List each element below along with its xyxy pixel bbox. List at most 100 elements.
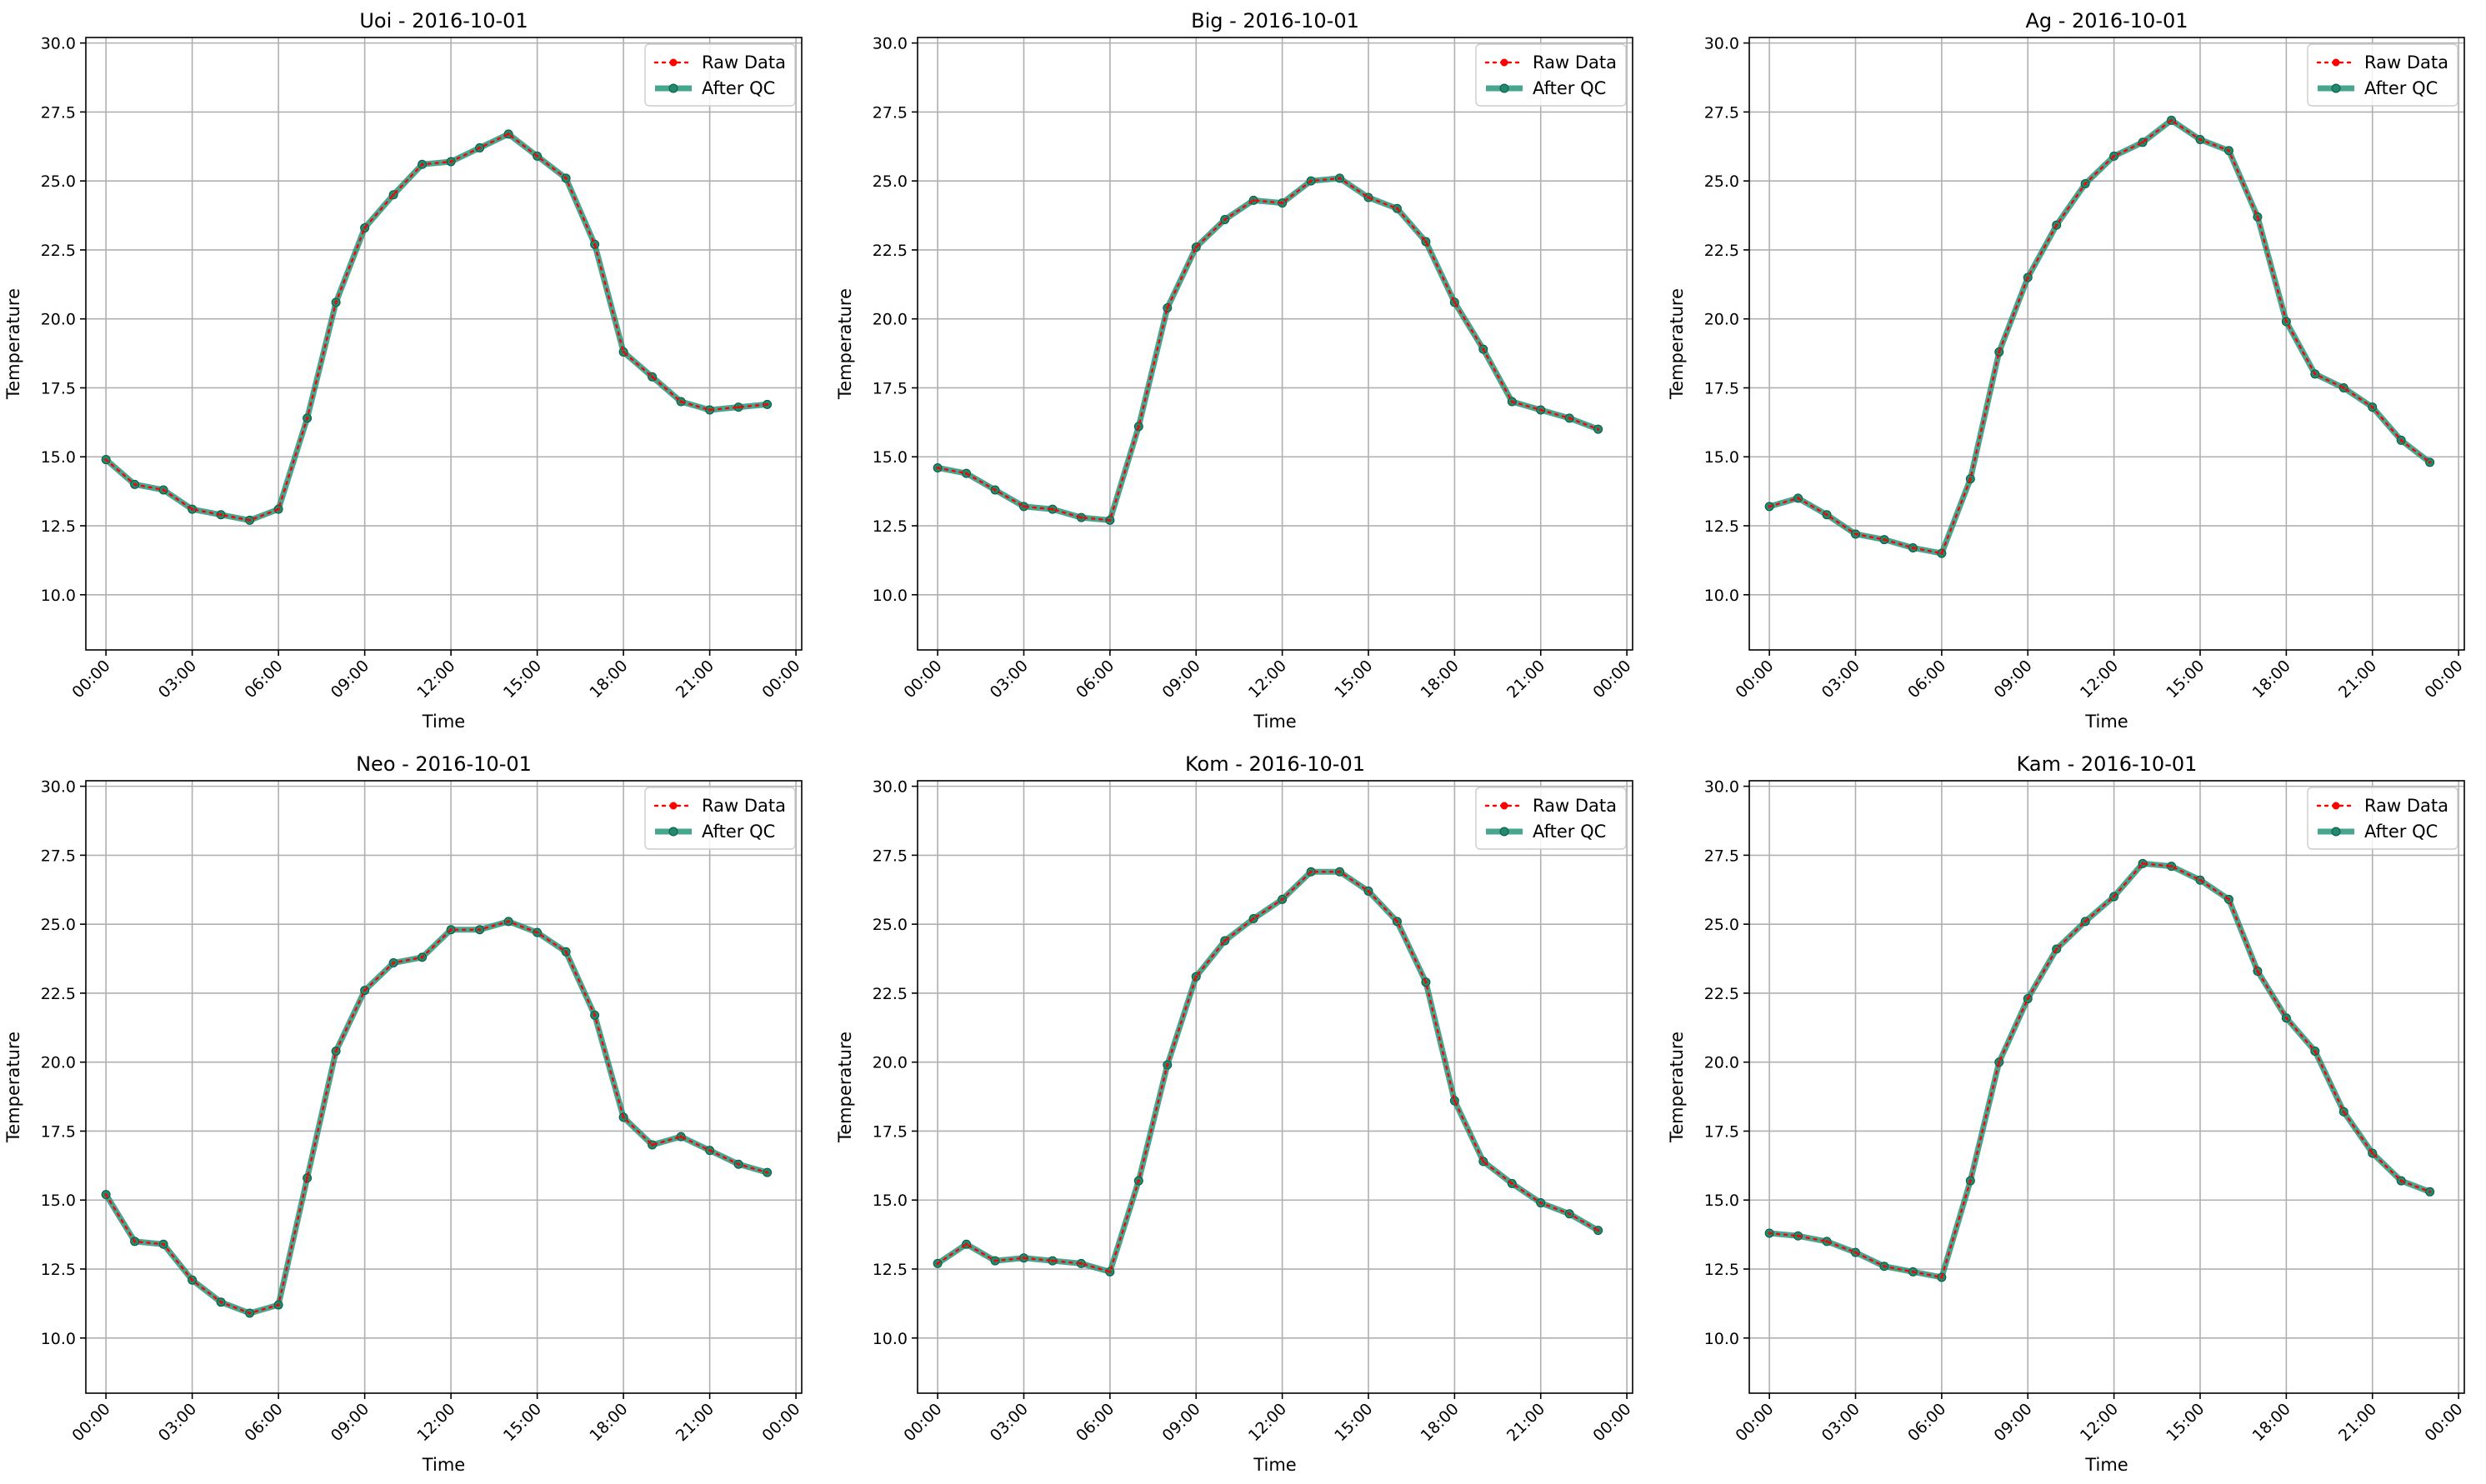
y-tick-label: 10.0	[873, 1330, 908, 1348]
raw-data-point	[219, 1301, 223, 1304]
y-tick-label: 22.5	[873, 242, 908, 260]
raw-data-point	[2313, 1049, 2317, 1053]
raw-data-point	[1367, 196, 1370, 199]
x-tick-label: 12:00	[2077, 657, 2122, 702]
x-tick-label: 09:00	[1990, 657, 2035, 702]
x-tick-label: 06:00	[1904, 657, 1949, 702]
raw-data-point	[478, 146, 482, 150]
y-tick-label: 22.5	[873, 985, 908, 1003]
series-after-qc-line	[936, 868, 1600, 1275]
x-tick-label: 15:00	[2163, 1400, 2208, 1445]
raw-data-point	[2198, 137, 2202, 142]
y-tick-label: 17.5	[1704, 379, 1739, 397]
raw-data-point	[536, 154, 539, 157]
chart-title: Kom - 2016-10-01	[1185, 752, 1365, 776]
raw-data-point	[708, 408, 712, 412]
x-axis-label: Time	[2084, 1455, 2128, 1475]
raw-data-point	[162, 1242, 165, 1246]
raw-data-point	[1252, 917, 1255, 921]
raw-data-point	[1968, 477, 1972, 481]
x-tick-label: 21:00	[673, 657, 718, 702]
raw-data-point	[1424, 981, 1428, 984]
raw-data-point	[334, 1049, 338, 1053]
raw-data-point	[1568, 417, 1571, 420]
legend: Raw Data After QC	[2307, 787, 2458, 850]
raw-data-point	[1309, 179, 1313, 182]
plot-frame	[1748, 780, 2465, 1394]
x-tick-label: 21:00	[1503, 1400, 1548, 1445]
raw-data-point	[1796, 1234, 1800, 1237]
series-raw-data-line	[1768, 118, 2431, 555]
series-after-qc-line	[1768, 117, 2432, 557]
x-tick-label: 09:00	[1158, 1400, 1203, 1445]
raw-data-point	[219, 513, 223, 517]
subplot-3: 10.0 12.5 15.0 17.5 20.0 22.5 25.0 27.5 30.0 00:0…	[1667, 9, 2467, 732]
y-tick-label: 10.0	[41, 587, 76, 605]
raw-data-point	[679, 400, 683, 403]
subplot-1: 10.0 12.5 15.0 17.5 20.0 22.5 25.0 27.5 30.0 00:0…	[3, 9, 804, 732]
y-tick-label: 17.5	[873, 1122, 908, 1141]
y-tick-label: 25.0	[41, 916, 76, 934]
legend-raw-marker	[669, 802, 678, 810]
legend-qc-label: After QC	[702, 78, 775, 98]
raw-data-point	[593, 1013, 597, 1017]
legend-raw-label: Raw Data	[1533, 796, 1617, 816]
plot-frame	[1748, 37, 2465, 651]
raw-data-point	[1768, 1232, 1771, 1235]
series-after-qc-line	[1768, 860, 2431, 1281]
x-axis-label: Time	[1253, 712, 1296, 732]
raw-data-point	[162, 488, 165, 492]
raw-data-point	[2141, 141, 2144, 144]
y-tick-label: 25.0	[41, 172, 76, 191]
y-tick-label: 10.0	[41, 1330, 76, 1348]
chart-title: Neo - 2016-10-01	[356, 752, 532, 776]
x-tick-label: 00:00	[2421, 1400, 2466, 1445]
raw-data-point	[1911, 1270, 1915, 1273]
raw-data-point	[306, 417, 309, 420]
y-tick-label: 15.0	[873, 448, 908, 467]
raw-data-point	[363, 226, 367, 230]
x-tick-label: 09:00	[328, 657, 373, 702]
raw-data-point	[1395, 920, 1399, 923]
y-axis-label: Temperature	[1667, 288, 1687, 400]
raw-data-point	[507, 920, 510, 923]
raw-data-point	[964, 472, 968, 475]
legend-raw-label: Raw Data	[1533, 52, 1617, 72]
raw-data-point	[2399, 438, 2403, 442]
x-tick-label: 00:00	[1589, 1400, 1634, 1445]
raw-data-point	[2284, 320, 2288, 323]
raw-data-point	[2169, 118, 2173, 122]
y-tick-label: 10.0	[1704, 1330, 1739, 1348]
raw-data-point	[1940, 552, 1943, 555]
raw-data-point	[2428, 1190, 2432, 1193]
y-tick-label: 30.0	[873, 35, 908, 53]
raw-data-point	[1166, 1063, 1169, 1067]
legend: Raw Data After QC	[644, 43, 796, 107]
raw-data-point	[2055, 223, 2058, 227]
raw-data-point	[133, 1240, 137, 1243]
raw-data-point	[1051, 507, 1054, 511]
series-raw-data-line	[936, 177, 1599, 522]
raw-data-point	[1051, 1259, 1054, 1262]
x-tick-label: 21:00	[2335, 657, 2380, 702]
raw-data-point	[1137, 425, 1140, 428]
raw-data-point	[1137, 1179, 1140, 1182]
x-tick-label: 00:00	[68, 1400, 113, 1445]
raw-data-point	[392, 961, 395, 965]
raw-data-point	[1338, 177, 1342, 180]
y-tick-label: 25.0	[873, 172, 908, 191]
raw-data-point	[964, 1242, 968, 1246]
x-tick-label: 12:00	[2077, 1400, 2122, 1445]
subplot-6: 10.0 12.5 15.0 17.5 20.0 22.5 25.0 27.5 30.0 00:0…	[1667, 752, 2467, 1475]
y-tick-label: 15.0	[41, 1192, 76, 1210]
x-tick-label: 06:00	[241, 657, 286, 702]
y-tick-label: 20.0	[41, 1054, 76, 1072]
x-tick-label: 00:00	[2421, 657, 2466, 702]
legend-qc-label: After QC	[1533, 78, 1606, 98]
legend-raw-label: Raw Data	[2364, 796, 2448, 816]
raw-data-point	[507, 132, 510, 136]
raw-data-point	[248, 1312, 252, 1315]
legend: Raw Data After QC	[1475, 43, 1627, 107]
raw-data-point	[1796, 497, 1800, 500]
y-tick-label: 25.0	[873, 916, 908, 934]
